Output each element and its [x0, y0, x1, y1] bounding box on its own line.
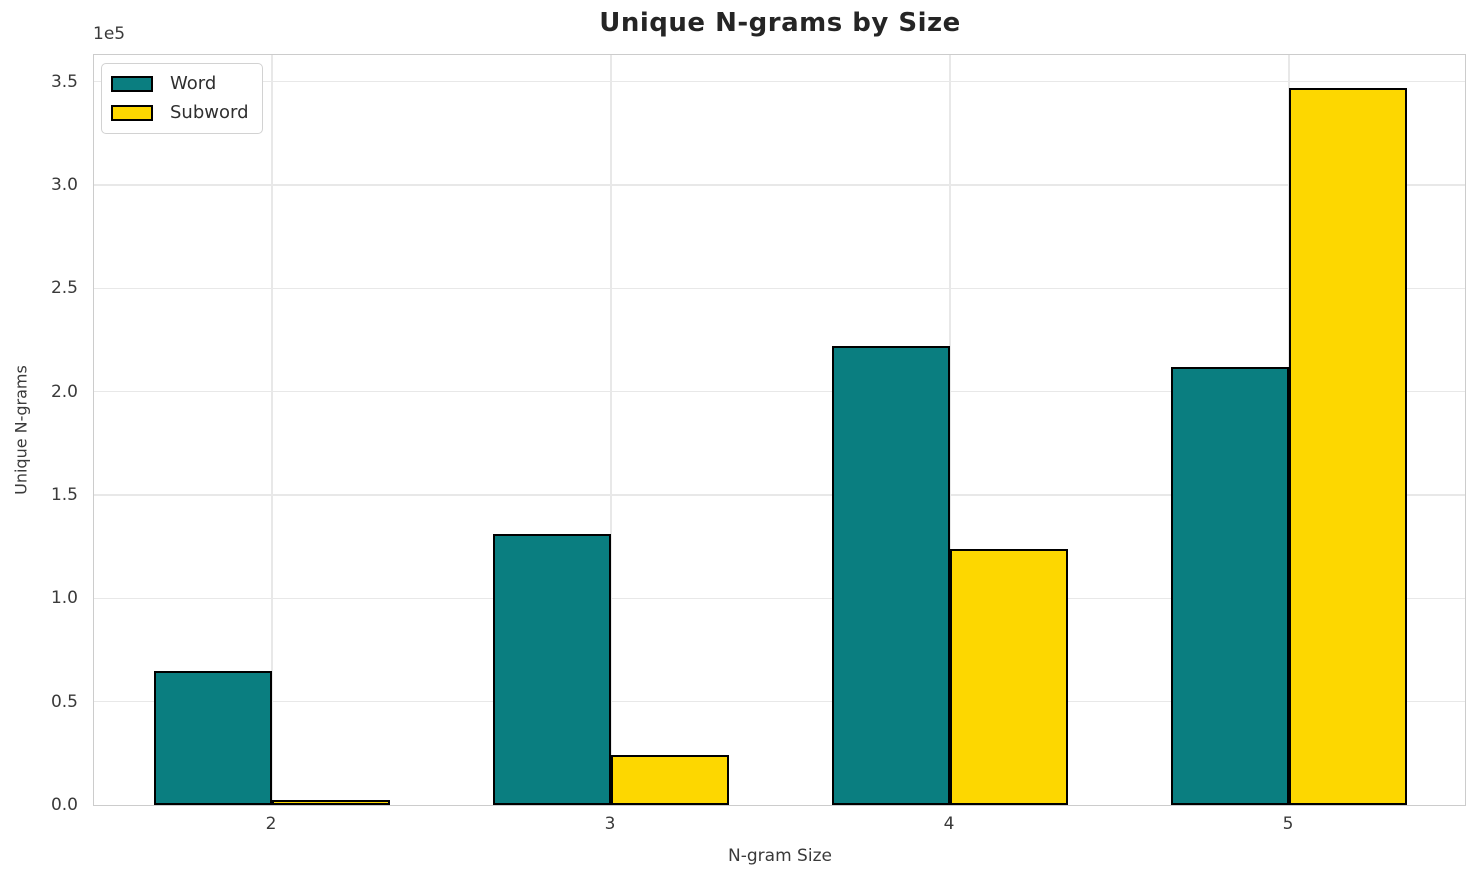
- legend-swatch-word: [111, 75, 153, 92]
- y-axis-offset-label: 1e5: [93, 24, 126, 44]
- x-tick-label: 4: [943, 814, 955, 834]
- y-tick-label: 2.0: [50, 381, 78, 402]
- x-gridline: [610, 55, 612, 805]
- y-gridline: [94, 597, 1465, 599]
- y-gridline: [94, 287, 1465, 289]
- bar-subword-5: [1289, 87, 1407, 805]
- y-tick-label: 1.0: [50, 588, 78, 609]
- legend-swatch-subword: [111, 104, 153, 121]
- y-gridline: [94, 701, 1465, 703]
- plot-area: Word Subword: [93, 54, 1466, 806]
- bar-subword-4: [950, 548, 1068, 805]
- bar-subword-2: [272, 799, 390, 805]
- x-tick-label: 5: [1282, 814, 1294, 834]
- y-gridline: [94, 494, 1465, 496]
- x-gridline: [271, 55, 273, 805]
- y-tick-label: 0.5: [50, 691, 78, 712]
- legend-entry-word: Word: [111, 73, 249, 94]
- y-tick-label: 3.5: [50, 71, 78, 92]
- bar-subword-3: [611, 755, 729, 805]
- legend-entry-subword: Subword: [111, 102, 249, 123]
- y-gridline: [94, 80, 1465, 83]
- x-tick-label: 2: [265, 814, 277, 834]
- x-axis-label: N-gram Size: [728, 846, 832, 866]
- y-tick-label: 2.5: [50, 278, 78, 299]
- legend-label-word: Word: [170, 73, 217, 94]
- y-tick-label: 3.0: [50, 174, 78, 195]
- bar-word-2: [154, 670, 272, 805]
- y-tick-label: 1.5: [50, 484, 78, 505]
- legend-label-subword: Subword: [170, 102, 249, 123]
- y-tick-label: 0.0: [50, 795, 78, 815]
- bar-word-3: [493, 534, 611, 805]
- bar-word-5: [1171, 366, 1289, 805]
- chart-title: Unique N-grams by Size: [599, 8, 961, 38]
- y-gridline: [94, 390, 1465, 393]
- legend: Word Subword: [101, 63, 263, 134]
- x-tick-label: 3: [604, 814, 616, 834]
- bar-word-4: [832, 346, 950, 805]
- y-gridline: [94, 184, 1465, 186]
